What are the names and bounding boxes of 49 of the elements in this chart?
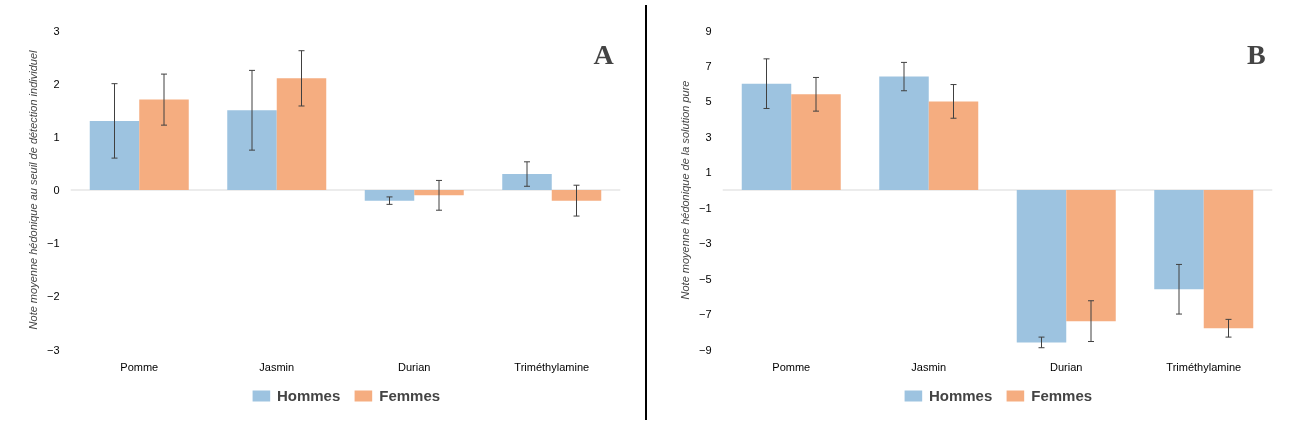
- bar: [414, 190, 464, 196]
- annotation: A: [593, 38, 615, 70]
- x-tick-label: Pomme: [120, 360, 159, 373]
- legend-label: Femmes: [379, 386, 441, 404]
- bar: [89, 120, 140, 190]
- y-tick-label: 1: [705, 166, 712, 179]
- x-tick-label: Triméthylamine: [1166, 360, 1242, 373]
- y-tick-label: 5: [705, 95, 712, 108]
- x-tick-label: Jasmin: [911, 360, 947, 373]
- bar: [879, 76, 929, 190]
- bar: [276, 78, 327, 190]
- bar: [1066, 190, 1116, 322]
- legend-label: Hommes: [928, 386, 993, 404]
- x-tick-label: Jasmin: [259, 360, 295, 373]
- bar: [139, 99, 189, 190]
- bar: [551, 190, 602, 201]
- y-axis-title: Note moyenne hédonique au seuil de détection individuel: [26, 50, 39, 330]
- bar: [1203, 190, 1254, 329]
- y-tick-label: −3: [698, 237, 712, 250]
- bar: [791, 94, 841, 190]
- y-tick-label: −3: [46, 343, 60, 356]
- bar: [1154, 190, 1204, 290]
- bar: [741, 83, 792, 190]
- bar: [502, 174, 552, 190]
- y-tick-label: 9: [705, 24, 712, 37]
- x-tick-label: Triméthylamine: [514, 360, 590, 373]
- bar: [928, 101, 979, 190]
- x-tick-label: Durian: [1050, 360, 1083, 373]
- legend-label: Hommes: [276, 386, 341, 404]
- y-axis-title: Note moyenne hédonique de la solution pure: [678, 80, 691, 300]
- y-tick-label: −7: [698, 308, 712, 321]
- bar: [227, 110, 277, 190]
- y-tick-label: −1: [46, 237, 60, 250]
- x-tick-label: Durian: [398, 360, 431, 373]
- y-tick-label: −1: [698, 201, 712, 214]
- y-tick-label: 7: [705, 59, 712, 72]
- y-tick-label: −5: [698, 272, 712, 285]
- y-tick-label: 1: [53, 130, 60, 143]
- y-tick-label: 0: [53, 184, 60, 196]
- bar: [1016, 190, 1067, 343]
- y-tick-label: 2: [53, 77, 60, 90]
- y-tick-label: 3: [705, 130, 712, 143]
- legend-label: Femmes: [1031, 386, 1093, 404]
- y-tick-label: −2: [46, 290, 60, 303]
- y-tick-label: −9: [698, 343, 712, 356]
- y-tick-label: 3: [53, 24, 60, 37]
- x-tick-label: Pomme: [772, 360, 811, 373]
- bar: [364, 190, 415, 201]
- annotation: B: [1246, 38, 1266, 70]
